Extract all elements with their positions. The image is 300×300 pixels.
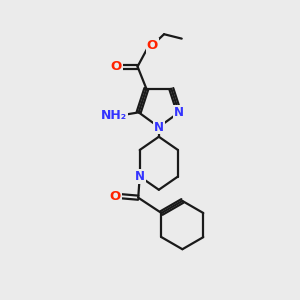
Text: O: O (147, 39, 158, 52)
Text: O: O (110, 190, 121, 203)
Text: N: N (174, 106, 184, 119)
Text: N: N (154, 121, 164, 134)
Text: NH₂: NH₂ (100, 109, 127, 122)
Text: N: N (135, 170, 145, 183)
Text: O: O (110, 60, 122, 73)
